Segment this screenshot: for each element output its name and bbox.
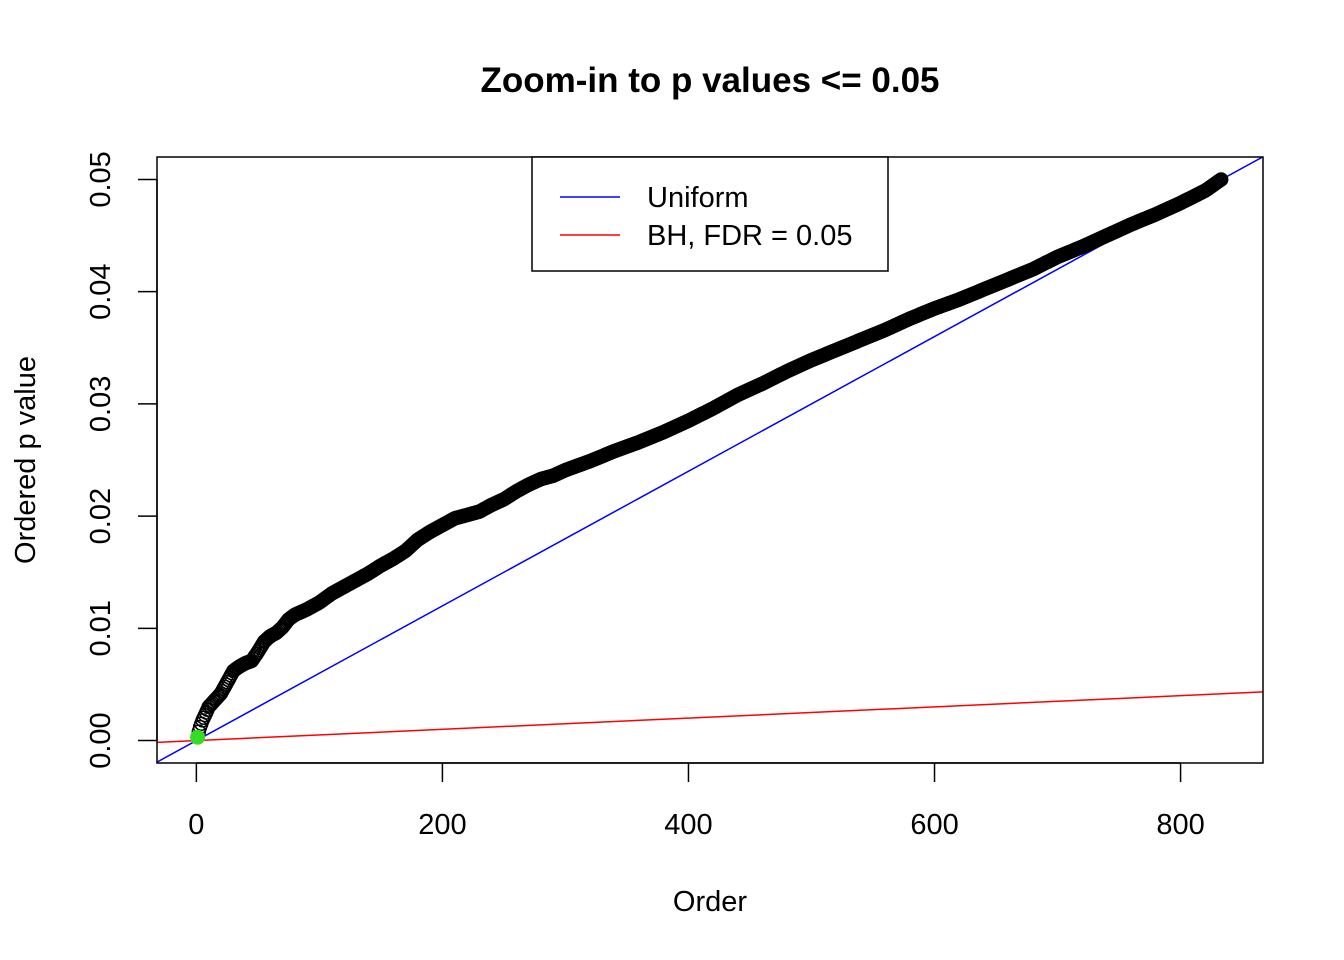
- x-tick-label: 800: [1156, 809, 1204, 841]
- y-tick-label: 0.01: [85, 600, 117, 656]
- legend-label-uniform: Uniform: [647, 182, 749, 214]
- x-tick-label: 200: [418, 809, 466, 841]
- y-tick-label: 0.05: [85, 151, 117, 207]
- x-tick-label: 400: [664, 809, 712, 841]
- reference-lines: [157, 157, 1263, 763]
- data-points: [190, 172, 1229, 745]
- x-axis-label: Order: [673, 886, 747, 918]
- x-axis: 0 200 400 600 800: [188, 762, 1205, 841]
- x-tick-label: 0: [188, 809, 204, 841]
- y-tick-label: 0.04: [85, 263, 117, 319]
- x-tick-label: 600: [910, 809, 958, 841]
- y-axis: 0.00 0.01 0.02 0.03 0.04 0.05: [85, 151, 158, 769]
- significant-point: [190, 729, 206, 745]
- y-tick-label: 0.00: [85, 712, 117, 768]
- y-tick-label: 0.03: [85, 376, 117, 432]
- legend-box: [531, 156, 889, 272]
- line-uniform: [157, 157, 1263, 763]
- chart-title: Zoom-in to p values <= 0.05: [480, 61, 939, 100]
- line-bh-fdr-0-05: [157, 691, 1263, 744]
- legend: Uniform BH, FDR = 0.05: [531, 156, 889, 272]
- y-axis-label: Ordered p value: [10, 356, 42, 564]
- legend-label-bh: BH, FDR = 0.05: [647, 220, 853, 252]
- highlight-layer: [190, 729, 206, 745]
- y-tick-label: 0.02: [85, 488, 117, 544]
- data-point: [1213, 172, 1229, 187]
